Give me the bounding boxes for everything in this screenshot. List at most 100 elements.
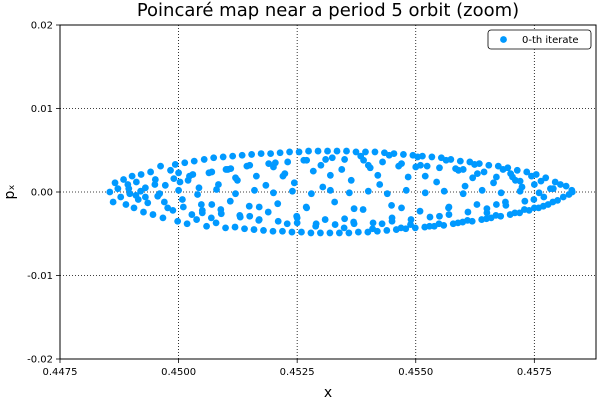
scatter-point (160, 198, 168, 206)
scatter-point (347, 176, 355, 184)
scatter-point (238, 151, 246, 159)
scatter-point (141, 193, 149, 201)
scatter-point (456, 157, 464, 165)
scatter-point (535, 189, 543, 197)
scatter-point (188, 211, 196, 218)
scatter-point (267, 150, 275, 157)
scatter-point (326, 171, 334, 179)
scatter-point (340, 224, 348, 232)
scatter-point (248, 151, 256, 158)
scatter-point (490, 179, 497, 187)
scatter-point (190, 157, 198, 165)
y-axis-ticks: -0.02 -0.01 0.00 0.01 0.02 (27, 21, 60, 366)
scatter-point (264, 208, 272, 216)
scatter-point (376, 181, 384, 188)
scatter-point (170, 175, 178, 183)
scatter-point (478, 186, 486, 194)
y-tick-label: -0.02 (27, 355, 53, 366)
scatter-point (364, 161, 372, 169)
scatter-point (324, 147, 331, 155)
scatter-point (229, 152, 237, 160)
scatter-point (194, 191, 201, 198)
scatter-point (212, 219, 220, 227)
scatter-point (298, 228, 305, 236)
scatter-point (421, 172, 429, 180)
scatter-point (195, 184, 203, 192)
y-tick-label: 0.00 (31, 188, 53, 199)
scatter-point (537, 177, 545, 185)
scatter-point (176, 178, 184, 186)
scatter-point (407, 216, 415, 223)
scatter-point (341, 215, 349, 223)
scatter-point (433, 178, 441, 186)
scatter-point (219, 153, 227, 161)
scatter-point (464, 208, 472, 216)
scatter-point (516, 209, 524, 217)
scatter-point (436, 164, 443, 172)
scatter-point (197, 201, 205, 208)
scatter-point (335, 229, 343, 237)
scatter-point (428, 153, 436, 161)
scatter-point (345, 189, 353, 197)
scatter-point (402, 225, 410, 233)
scatter-point (289, 187, 296, 195)
scatter-point (440, 187, 448, 195)
scatter-point (137, 171, 145, 178)
scatter-point (341, 156, 349, 163)
scatter-point (303, 204, 311, 212)
scatter-point (398, 160, 405, 168)
scatter-point (516, 177, 524, 185)
scatter-point (317, 161, 325, 169)
scatter-point (423, 162, 431, 170)
scatter-point (328, 154, 336, 162)
scatter-point (412, 163, 420, 171)
scatter-point (345, 229, 353, 237)
scatter-point (440, 222, 448, 229)
scatter-point (359, 206, 367, 213)
scatter-point (175, 169, 182, 177)
scatter-point (125, 185, 133, 193)
scatter-point (122, 201, 130, 208)
scatter-point (286, 148, 293, 156)
scatter-point (147, 168, 154, 176)
scatter-point (388, 201, 395, 209)
x-tick-label: 0.4500 (161, 367, 196, 378)
scatter-point (374, 171, 382, 179)
scatter-point (156, 190, 164, 198)
scatter-point (117, 193, 125, 201)
y-tick-label: 0.02 (31, 21, 53, 32)
scatter-point (445, 203, 453, 211)
scatter-point (114, 185, 122, 193)
scatter-point (371, 148, 379, 156)
scatter-point (516, 187, 524, 195)
scatter-point (507, 170, 515, 178)
scatter-point (167, 166, 174, 174)
scatter-point (309, 167, 317, 175)
scatter-point (364, 187, 372, 195)
scatter-point (343, 147, 350, 155)
scatter-point (269, 227, 277, 235)
scatter-point (532, 171, 540, 178)
scatter-point (338, 166, 346, 173)
scatter-point (210, 154, 218, 162)
scatter-point (270, 163, 277, 171)
scatter-point (130, 204, 138, 212)
legend: 0-th iterate (487, 29, 592, 50)
plot-area: 0.4475 0.4500 0.4525 0.4550 0.4575 -0.02-0.0… (27, 21, 597, 378)
scatter-point (174, 217, 182, 225)
scatter-point (400, 151, 407, 158)
scatter-point (290, 179, 298, 187)
scatter-point (364, 228, 372, 236)
x-tick-label: 0.4550 (398, 367, 433, 378)
scatter-point (111, 179, 119, 187)
scatter-point (468, 217, 476, 225)
scatter-point (407, 221, 414, 228)
scatter-points (106, 147, 576, 237)
scatter-point (106, 188, 114, 196)
legend-box (487, 29, 592, 50)
scatter-point (246, 161, 254, 169)
scatter-point (404, 173, 412, 181)
scatter-point (504, 164, 512, 172)
scatter-point (416, 207, 424, 215)
